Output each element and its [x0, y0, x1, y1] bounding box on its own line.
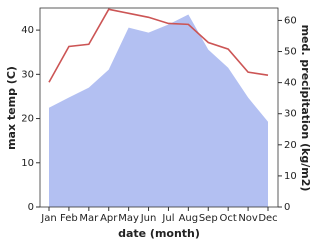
y2-tick-label: 20	[284, 140, 297, 151]
precipitation-area	[49, 14, 268, 207]
y2-tick-label: 50	[284, 47, 297, 58]
y-tick-label: 10	[21, 158, 34, 169]
x-tick-label: May	[118, 213, 139, 224]
x-tick-label: Sep	[199, 213, 218, 224]
y2-tick-label: 30	[284, 109, 297, 120]
y2-tick-label: 40	[284, 78, 297, 89]
y-tick-label: 30	[21, 69, 34, 80]
y2-tick-label: 10	[284, 171, 297, 182]
x-tick-label: Nov	[238, 213, 258, 224]
x-tick-label: Mar	[79, 213, 99, 224]
x-tick-label: Jan	[40, 213, 56, 224]
x-axis-label: date (month)	[118, 227, 200, 240]
y-tick-label: 20	[21, 114, 34, 125]
y-tick-label: 0	[28, 202, 34, 213]
y-axis-label: max temp (C)	[5, 66, 18, 150]
x-tick-label: Jul	[161, 213, 174, 224]
x-tick-label: Apr	[100, 213, 118, 224]
x-tick-label: Feb	[60, 213, 78, 224]
plot-frame	[39, 7, 279, 208]
x-tick-label: Oct	[220, 213, 237, 224]
x-tick-label: Jun	[140, 213, 157, 224]
x-tick-label: Dec	[258, 213, 277, 224]
y2-tick-label: 60	[284, 15, 297, 26]
y-tick-label: 40	[21, 25, 34, 36]
temperature-line	[48, 8, 269, 83]
y2-axis-label: med. precipitation (kg/m2)	[299, 25, 312, 192]
x-tick-label: Aug	[179, 213, 199, 224]
y2-tick-label: 0	[284, 202, 290, 213]
